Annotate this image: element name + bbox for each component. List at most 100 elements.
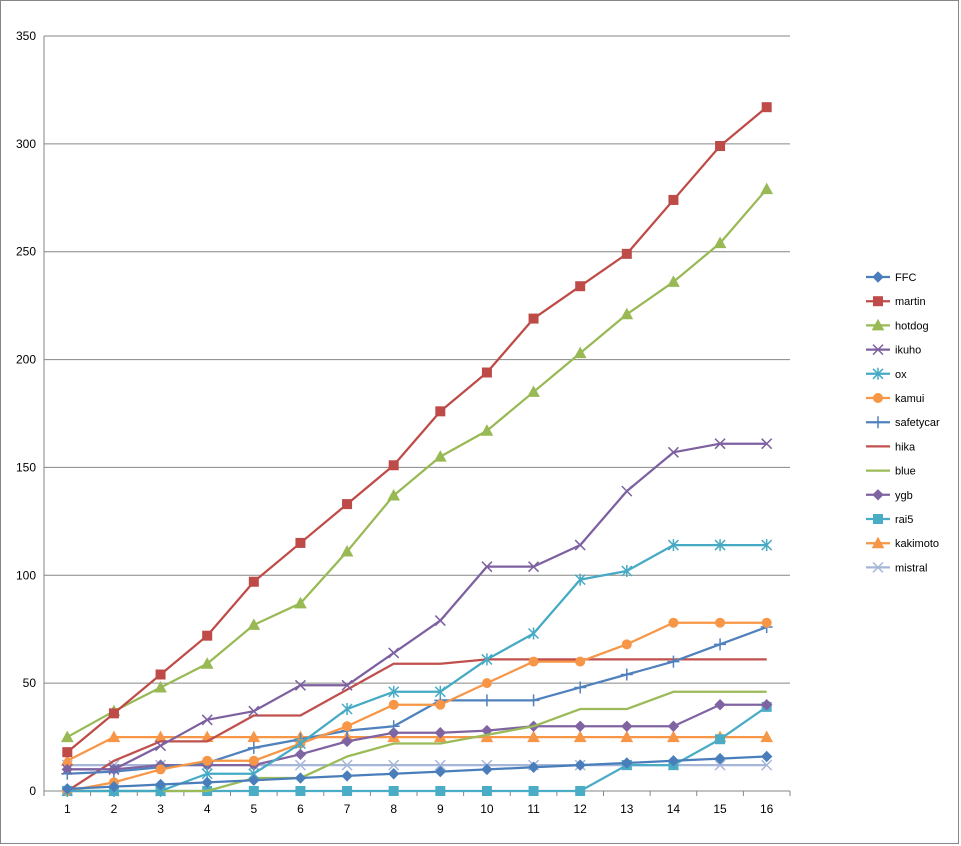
data-point-ikuho xyxy=(621,485,633,497)
data-point-FFC xyxy=(387,768,400,780)
series-rai5 xyxy=(62,701,772,796)
data-point-ikuho xyxy=(155,740,167,752)
x-tick-label: 13 xyxy=(620,802,634,816)
data-point-hotdog xyxy=(573,346,587,359)
data-point-ox xyxy=(714,539,726,552)
data-point-FFC xyxy=(294,772,307,784)
legend-item-ygb: ygb xyxy=(866,489,913,502)
series-line-FFC xyxy=(67,755,767,790)
x-tick-label: 10 xyxy=(480,802,494,816)
data-point-hotdog xyxy=(294,596,307,609)
legend-label: kamui xyxy=(895,393,924,405)
data-point-ikuho xyxy=(714,438,726,450)
data-point-ikuho xyxy=(341,679,353,691)
data-point-kamui xyxy=(435,699,446,710)
data-point-FFC xyxy=(574,759,586,771)
data-point-safetycar xyxy=(247,741,260,754)
data-point-martin xyxy=(342,499,353,510)
data-point-kamui xyxy=(621,639,632,650)
data-point-ox xyxy=(667,539,679,552)
series-line-martin xyxy=(66,106,768,754)
data-point-hotdog xyxy=(60,730,74,743)
data-point-FFC xyxy=(527,761,540,773)
data-point-kamui xyxy=(388,699,399,710)
data-point-rai5 xyxy=(342,786,353,796)
legend-item-rai5: rai5 xyxy=(866,514,913,526)
series-safetycar xyxy=(61,621,773,780)
data-point-safetycar xyxy=(667,655,680,668)
series-blue xyxy=(67,690,767,793)
data-point-kamui xyxy=(761,617,772,628)
legend-marker xyxy=(873,296,883,307)
data-point-safetycar xyxy=(387,720,400,733)
data-point-ygb xyxy=(714,699,726,711)
legend-label: rai5 xyxy=(895,514,913,526)
data-point-kamui xyxy=(668,617,679,628)
data-point-rai5 xyxy=(388,786,399,796)
data-point-ikuho xyxy=(667,446,679,458)
data-point-martin xyxy=(575,281,586,292)
y-tick-label: 0 xyxy=(29,784,36,798)
x-tick-label: 8 xyxy=(390,802,397,816)
legend-label: hotdog xyxy=(895,320,929,332)
x-tick-label: 15 xyxy=(713,802,727,816)
x-tick-label: 4 xyxy=(204,802,211,816)
legend-item-ox: ox xyxy=(866,367,907,381)
data-point-ox xyxy=(761,539,773,552)
legend-marker xyxy=(871,318,885,331)
data-point-FFC xyxy=(760,750,773,763)
data-point-ikuho xyxy=(201,714,213,726)
data-point-kakimoto xyxy=(760,730,774,743)
legend-item-blue: blue xyxy=(866,466,916,478)
data-point-ox xyxy=(294,737,306,750)
data-point-mistral xyxy=(294,759,306,771)
series-line-ikuho xyxy=(67,442,767,771)
data-point-rai5 xyxy=(481,786,492,796)
data-point-ox xyxy=(528,627,540,640)
x-tick-label: 7 xyxy=(344,802,351,816)
data-point-rai5 xyxy=(248,786,259,796)
data-point-kakimoto xyxy=(620,730,634,743)
legend-marker xyxy=(872,271,884,283)
series-line-hotdog xyxy=(66,188,768,739)
series-line-blue xyxy=(67,690,767,793)
series-kamui xyxy=(62,617,772,796)
legend-marker xyxy=(873,393,883,403)
data-point-rai5 xyxy=(575,786,586,796)
x-tick-label: 3 xyxy=(157,802,164,816)
data-point-ygb xyxy=(294,748,307,761)
data-point-ikuho xyxy=(248,705,260,717)
x-tick-label: 6 xyxy=(297,802,304,816)
legend-label: kakimoto xyxy=(895,538,939,550)
x-tick-label: 5 xyxy=(250,802,257,816)
y-tick-label: 350 xyxy=(16,29,36,43)
data-point-FFC xyxy=(341,770,353,782)
data-point-rai5 xyxy=(435,786,446,796)
x-tick-label: 12 xyxy=(574,802,588,816)
data-point-martin xyxy=(435,406,446,417)
legend-label: martin xyxy=(895,296,926,308)
data-point-martin xyxy=(202,630,213,641)
legend-label: ikuho xyxy=(895,345,921,357)
legend-label: ox xyxy=(895,369,907,381)
data-point-mistral xyxy=(434,759,446,771)
data-point-ox xyxy=(621,564,633,577)
series-ikuho xyxy=(61,438,773,775)
data-point-FFC xyxy=(481,763,493,776)
data-point-hotdog xyxy=(667,275,680,287)
legend-item-kamui: kamui xyxy=(866,393,924,405)
legend-marker xyxy=(872,561,884,573)
data-point-kakimoto xyxy=(527,730,540,743)
data-point-safetycar xyxy=(620,668,633,681)
x-tick-label: 1 xyxy=(64,802,71,816)
data-point-ikuho xyxy=(528,561,540,573)
data-point-ygb xyxy=(387,727,400,739)
data-point-kamui xyxy=(342,721,353,732)
data-point-kamui xyxy=(528,656,539,667)
data-point-martin xyxy=(621,248,632,259)
legend-label: ygb xyxy=(895,490,913,502)
data-point-hotdog xyxy=(340,545,354,557)
data-point-martin xyxy=(108,708,119,719)
